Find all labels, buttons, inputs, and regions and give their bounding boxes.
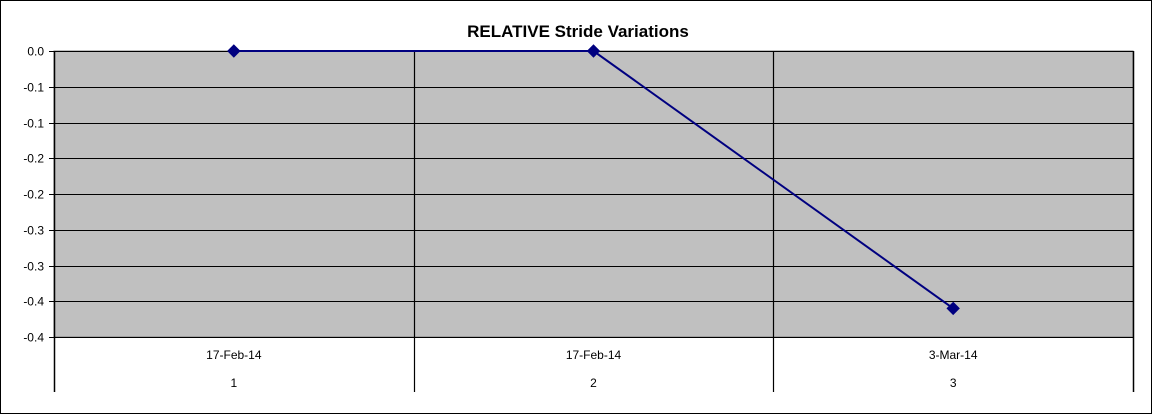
y-tick-label: -0.1 — [23, 117, 44, 131]
y-tick-label: -0.3 — [23, 224, 44, 238]
chart-title: RELATIVE Stride Variations — [467, 22, 689, 41]
y-tick-label: -0.2 — [23, 188, 44, 202]
data-point-marker — [946, 301, 960, 316]
plot-area: 0.0 -0.1 -0.1 -0.2 -0.2 -0.3 -0.3 -0.4 -0.4 17-Fe… — [23, 44, 1135, 392]
y-tick-label: -0.1 — [23, 81, 44, 95]
x-tick-label-date: 17-Feb-14 — [566, 348, 622, 362]
y-tick-label: 0.0 — [27, 45, 44, 59]
x-tick-label: 3 — [950, 376, 957, 390]
y-tick-label: -0.4 — [23, 295, 44, 309]
data-point-marker — [227, 44, 241, 58]
y-tick-label: -0.4 — [23, 331, 44, 345]
y-tick-label: -0.3 — [23, 260, 44, 274]
y-tick-label: -0.2 — [23, 152, 44, 166]
x-tick-label-date: 3-Mar-14 — [929, 348, 978, 362]
x-tick-label: 2 — [590, 376, 597, 390]
x-tick-label-date: 17-Feb-14 — [206, 348, 262, 362]
x-tick-label: 1 — [230, 376, 237, 390]
data-point-marker — [586, 44, 601, 58]
